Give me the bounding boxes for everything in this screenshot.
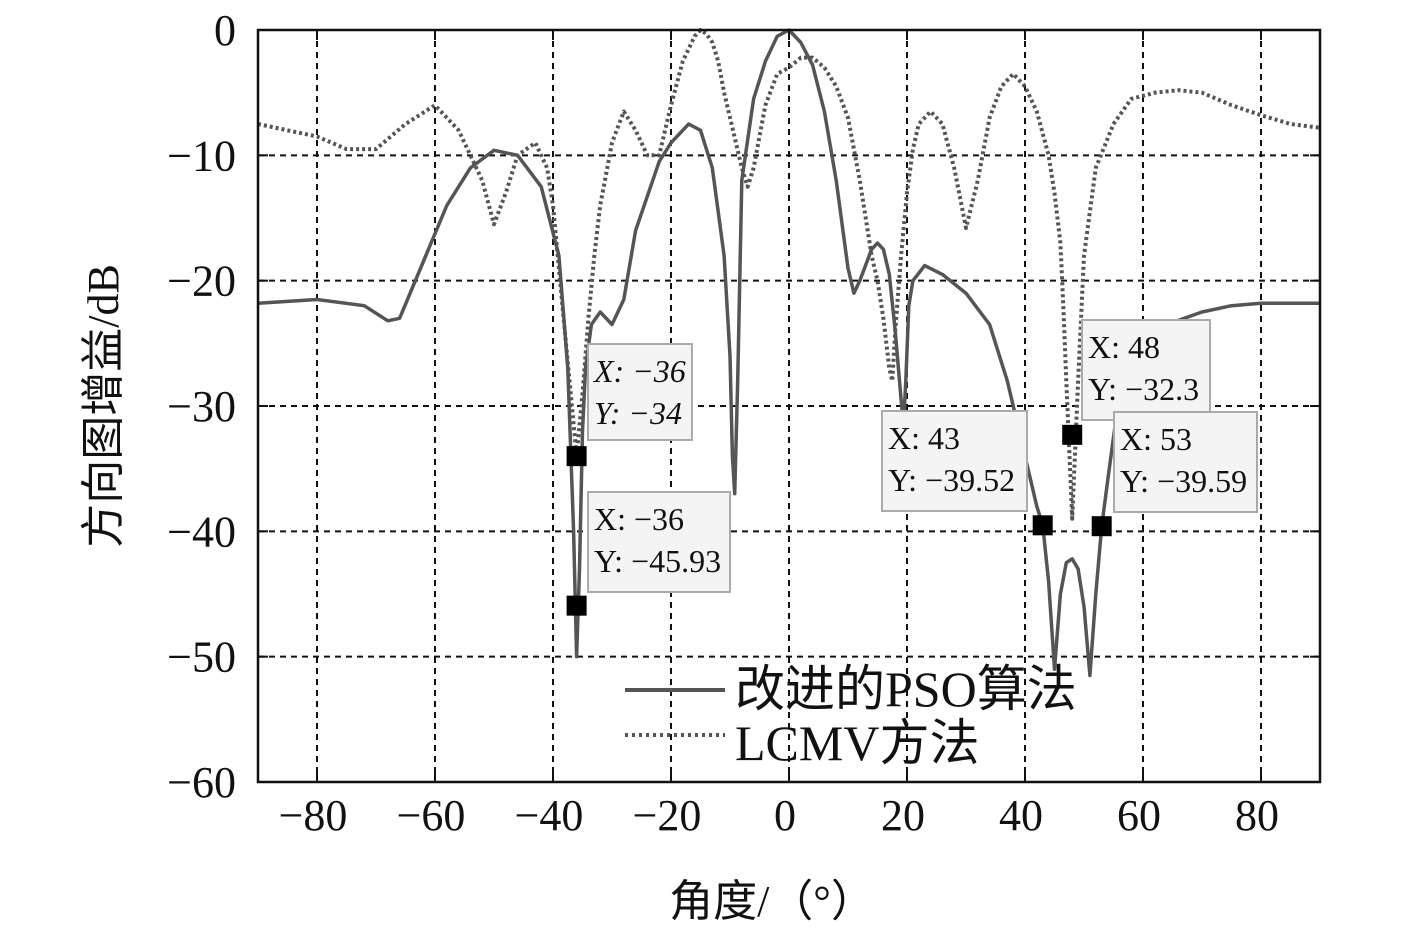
- x-axis-title: 角度/（°）: [669, 877, 875, 926]
- datatip-y-text: Y: −34: [594, 395, 682, 431]
- datatip-marker: [566, 446, 587, 467]
- datatip-x-text: X: 43: [888, 420, 960, 456]
- datatip-y-text: Y: −39.59: [1120, 463, 1247, 499]
- datatip-y-text: Y: −45.93: [594, 543, 721, 579]
- datatip-x-text: X: −36: [594, 501, 684, 537]
- series-layer: [257, 28, 1321, 678]
- x-tick-label: 60: [1117, 791, 1161, 840]
- datatip-x-text: X: −36: [592, 353, 686, 389]
- datatip-box: [587, 491, 731, 593]
- series-line-lcmv: [257, 28, 1321, 521]
- x-tick-label: 80: [1235, 791, 1279, 840]
- datatip-y-text: Y: −32.3: [1088, 371, 1199, 407]
- y-tick-label: −60: [167, 758, 236, 807]
- x-tick-label: −80: [279, 791, 348, 840]
- datatip-markers: [566, 424, 1112, 616]
- x-tick-label: −20: [633, 791, 702, 840]
- series-line-pso: [257, 28, 1320, 678]
- x-tick-label: 20: [881, 791, 925, 840]
- datatip-box: [881, 410, 1028, 512]
- axis-ticks: −80 −60 −40 −20 0 20 40 60 80 0 −10 −20 −30 −40 −50 −60: [167, 6, 1320, 840]
- datatip-box: [1113, 411, 1258, 513]
- x-tick-label: 0: [774, 791, 796, 840]
- x-tick-label: −60: [397, 791, 466, 840]
- datatip-marker: [1032, 515, 1053, 536]
- y-tick-label: −50: [167, 633, 236, 682]
- datatip-marker: [1091, 516, 1112, 537]
- legend-label-lcmv: LCMV方法: [735, 715, 979, 771]
- datatip-box: [1081, 319, 1211, 421]
- datatip-y-text: Y: −39.52: [888, 462, 1015, 498]
- datatip-marker: [566, 595, 587, 616]
- y-axis-title: 方向图增益/dB: [79, 264, 128, 548]
- datatip-marker: [1062, 424, 1083, 445]
- legend: 改进的PSO算法 LCMV方法: [625, 661, 1077, 771]
- legend-label-pso: 改进的PSO算法: [735, 661, 1077, 717]
- datatips: X: −36 Y: −34 X: −36 Y: −45.93 X: 43 Y: −39.5…: [587, 319, 1258, 593]
- y-tick-label: −20: [167, 257, 236, 306]
- y-tick-label: 0: [214, 6, 236, 55]
- datatip-x-text: X: 53: [1120, 421, 1192, 457]
- datatip-box: [587, 343, 693, 441]
- x-tick-label: −40: [515, 791, 584, 840]
- x-tick-label: 40: [999, 791, 1043, 840]
- y-tick-label: −40: [167, 507, 236, 556]
- datatip-x-text: X: 48: [1088, 329, 1160, 365]
- y-tick-label: −30: [167, 382, 236, 431]
- y-tick-label: −10: [167, 131, 236, 180]
